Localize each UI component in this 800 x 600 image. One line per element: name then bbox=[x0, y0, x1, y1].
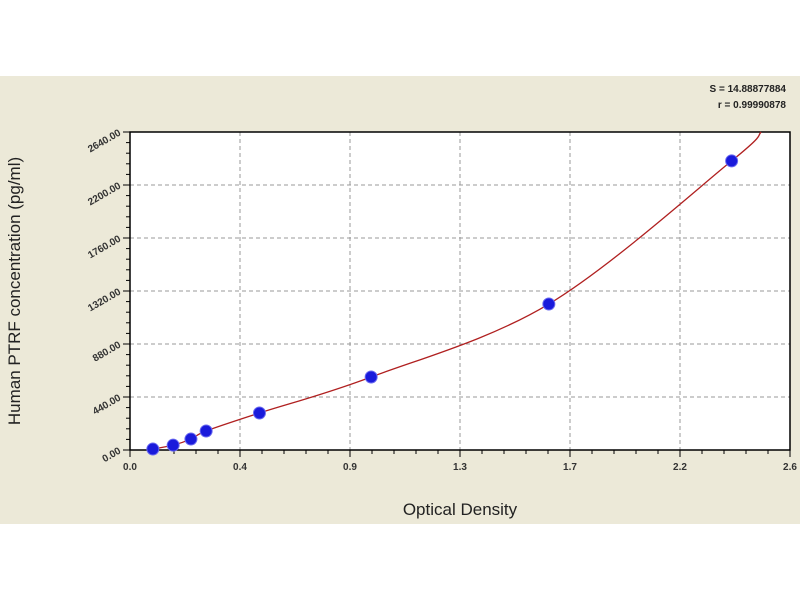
data-point bbox=[725, 154, 739, 168]
data-point bbox=[542, 297, 556, 311]
y-tick-label: 1760.00 bbox=[86, 233, 123, 261]
x-tick-label: 0.0 bbox=[123, 462, 137, 473]
data-point bbox=[364, 370, 378, 384]
y-tick-label: 1320.00 bbox=[86, 286, 123, 314]
x-tick-label: 1.7 bbox=[563, 462, 577, 473]
y-tick-label: 440.00 bbox=[91, 392, 123, 417]
data-point bbox=[184, 432, 198, 446]
data-point bbox=[146, 442, 160, 456]
data-point bbox=[166, 438, 180, 452]
y-tick-label: 0.00 bbox=[101, 445, 124, 464]
data-point bbox=[199, 424, 213, 438]
stat-r: r = 0.99990878 bbox=[718, 100, 787, 111]
y-tick-label: 2200.00 bbox=[86, 180, 123, 208]
x-tick-label: 2.6 bbox=[783, 462, 797, 473]
x-tick-label: 0.4 bbox=[233, 462, 247, 473]
y-tick-label: 2640.00 bbox=[86, 127, 123, 155]
x-tick-label: 2.2 bbox=[673, 462, 687, 473]
data-point bbox=[252, 406, 266, 420]
y-axis-label: Human PTRF concentration (pg/ml) bbox=[5, 157, 24, 425]
y-tick-label: 880.00 bbox=[91, 339, 123, 364]
x-axis-label: Optical Density bbox=[403, 500, 518, 519]
x-tick-label: 1.3 bbox=[453, 462, 467, 473]
stat-s: S = 14.88877884 bbox=[710, 84, 787, 95]
x-tick-label: 0.9 bbox=[343, 462, 357, 473]
